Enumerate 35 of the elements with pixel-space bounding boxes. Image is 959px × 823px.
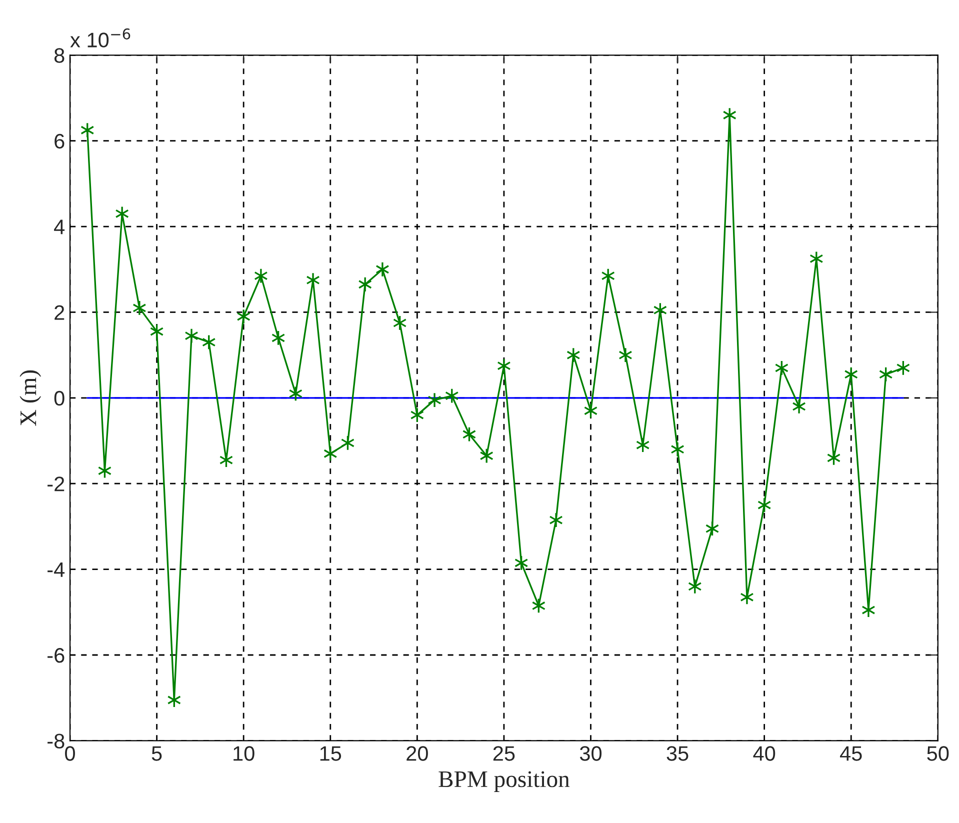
- point: [306, 272, 320, 288]
- x-tick-label: 20: [406, 746, 428, 761]
- x-tick-label: 45: [840, 746, 862, 761]
- x-tick-label: 15: [320, 746, 342, 761]
- y-tick-label: -8: [48, 734, 64, 748]
- point: [428, 392, 442, 408]
- point: [549, 512, 563, 528]
- x-tick-label: 40: [753, 746, 776, 761]
- point: [792, 398, 806, 414]
- x-tick-label: 25: [493, 746, 515, 761]
- y-tick-label: 2: [54, 305, 64, 320]
- x-tick-label: 35: [666, 746, 688, 761]
- point: [618, 347, 632, 363]
- point: [376, 262, 390, 278]
- y-tick-label: -4: [48, 562, 65, 577]
- y-tick-label: -2: [48, 476, 64, 492]
- x-tick-label: 0: [65, 746, 75, 761]
- y-axis-title: X (m): [20, 370, 42, 426]
- point: [184, 328, 198, 344]
- point: [132, 300, 146, 316]
- point: [115, 206, 129, 222]
- y-tick-label: 4: [54, 220, 65, 234]
- point: [497, 358, 511, 374]
- point: [254, 268, 268, 284]
- point: [670, 442, 684, 458]
- x-tick-label: 50: [927, 746, 949, 761]
- y-tick-label: 0: [54, 390, 64, 406]
- x-axis-title: BPM position: [438, 771, 570, 792]
- text: x 10$^{−6}$: [70, 28, 130, 48]
- y-tick-label: 8: [54, 48, 64, 63]
- x-tick-label: 10: [234, 746, 254, 761]
- y-tick-label: -6: [48, 648, 64, 663]
- y-tick-label: 6: [54, 134, 64, 149]
- x-tick-label: 30: [580, 746, 602, 761]
- x-tick-label: 5: [152, 746, 162, 761]
